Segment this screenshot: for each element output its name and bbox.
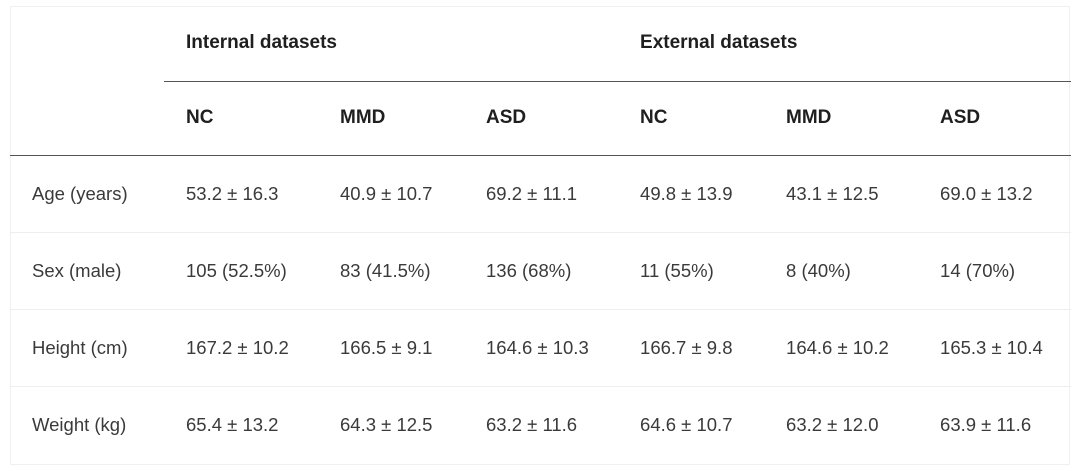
table-cell: 64.6 ± 10.7 [640, 413, 733, 435]
column-header-external-asd: ASD [918, 81, 1072, 156]
demographics-table: Internal datasets External datasets NC M… [10, 6, 1072, 463]
table-cell: 63.2 ± 11.6 [486, 413, 578, 435]
table-cell: 165.3 ± 10.4 [918, 309, 1072, 387]
column-header-internal-asd: ASD [464, 81, 619, 156]
table-cell: 69.0 ± 13.2 [918, 155, 1072, 233]
row-label-header [10, 81, 164, 156]
table-cell: 43.1 ± 12.5 [764, 155, 919, 233]
group-header-external: External datasets [618, 6, 1072, 82]
table-cell: 40.9 ± 10.7 [318, 155, 464, 233]
corner-cell [10, 6, 164, 81]
table-cell: 69.2 ± 11.1 [464, 155, 619, 233]
table-cell: 49.8 ± 13.9 [618, 155, 765, 233]
row-label: Sex (male) [10, 232, 164, 310]
row-label: Height (cm) [10, 309, 164, 387]
table-cell: 164.6 ± 10.2 [764, 309, 919, 387]
table-row: Sex (male) 105 (52.5%) 83 (41.5%) 136 (6… [10, 232, 1072, 310]
table-row: Height (cm) 167.2 ± 10.2 166.5 ± 9.1 164… [10, 309, 1072, 387]
table-cell: 63.9 ± 11.6 [940, 413, 1032, 435]
column-header-internal-nc: NC [164, 81, 318, 156]
table-cell: 83 (41.5%) [318, 232, 464, 310]
table-cell: 8 (40%) [764, 232, 919, 310]
table-cell: 63.2 ± 12.0 [786, 413, 879, 435]
table-cell: 14 (70%) [918, 232, 1072, 310]
group-header-internal: Internal datasets [164, 6, 619, 82]
group-header-row: Internal datasets External datasets [10, 6, 1072, 82]
column-header-external-mmd: MMD [764, 81, 919, 156]
table-cell: 64.3 ± 12.5 [340, 413, 433, 435]
row-label: Age (years) [10, 155, 164, 233]
table-row: Age (years) 53.2 ± 16.3 40.9 ± 10.7 69.2… [10, 155, 1072, 233]
table-cell: 53.2 ± 16.3 [164, 155, 318, 233]
table-cell: 65.4 ± 13.2 [186, 413, 279, 435]
table-cell: 136 (68%) [464, 232, 619, 310]
table-cell: 166.7 ± 9.8 [618, 309, 765, 387]
table-row: Weight (kg) 65.4 ± 13.2 64.3 ± 12.5 63.2… [10, 386, 1071, 463]
table-cell: 166.5 ± 9.1 [318, 309, 464, 387]
table-cell: 167.2 ± 10.2 [164, 309, 318, 387]
column-header-external-nc: NC [618, 81, 765, 156]
table-cell: 105 (52.5%) [164, 232, 318, 310]
column-header-row: NC MMD ASD NC MMD ASD [10, 81, 1072, 156]
table-cell: 11 (55%) [618, 232, 765, 310]
table-cell: 164.6 ± 10.3 [464, 309, 619, 387]
column-header-internal-mmd: MMD [318, 81, 464, 156]
row-label: Weight (kg) [32, 413, 127, 435]
